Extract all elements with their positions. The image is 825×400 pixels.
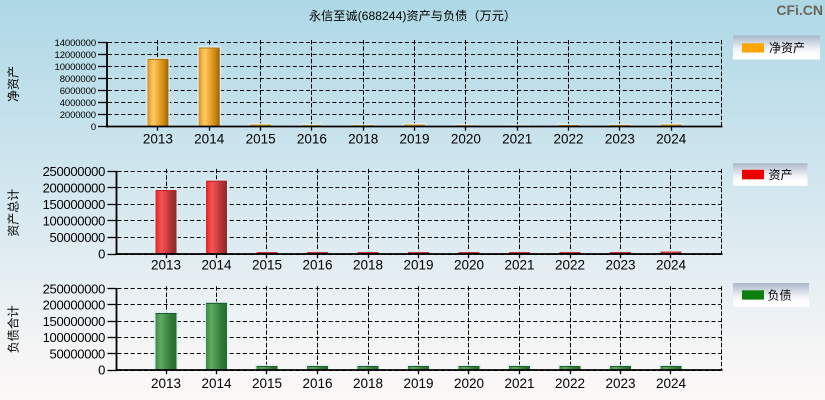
svg-text:资产: 资产 — [769, 168, 793, 182]
svg-text:0: 0 — [98, 247, 105, 262]
svg-text:2013: 2013 — [151, 257, 181, 272]
svg-text:2022: 2022 — [555, 376, 585, 391]
svg-text:2014: 2014 — [201, 376, 232, 391]
svg-text:2021: 2021 — [504, 257, 534, 272]
svg-text:14000000: 14000000 — [55, 38, 96, 49]
svg-text:100000000: 100000000 — [43, 214, 105, 229]
svg-text:2018: 2018 — [348, 132, 378, 147]
svg-text:100000000: 100000000 — [43, 330, 105, 345]
svg-text:2015: 2015 — [252, 376, 282, 391]
svg-text:2023: 2023 — [605, 376, 635, 391]
svg-text:2019: 2019 — [403, 257, 433, 272]
svg-text:6000000: 6000000 — [60, 86, 96, 97]
svg-text:2014: 2014 — [201, 257, 232, 272]
svg-text:CFi.CN: CFi.CN — [776, 2, 823, 18]
svg-text:负债: 负债 — [768, 288, 792, 302]
svg-text:2024: 2024 — [656, 257, 687, 272]
svg-text:2018: 2018 — [353, 257, 383, 272]
svg-text:2019: 2019 — [399, 132, 429, 147]
svg-text:2015: 2015 — [246, 132, 276, 147]
svg-text:2016: 2016 — [302, 376, 332, 391]
svg-text:200000000: 200000000 — [43, 298, 105, 313]
svg-text:2013: 2013 — [151, 376, 181, 391]
svg-text:50000000: 50000000 — [50, 346, 106, 361]
svg-text:2022: 2022 — [555, 257, 585, 272]
svg-text:净资产: 净资产 — [7, 66, 21, 102]
svg-text:0: 0 — [91, 122, 96, 133]
svg-text:0: 0 — [98, 363, 105, 378]
svg-text:2024: 2024 — [656, 376, 687, 391]
svg-text:2016: 2016 — [302, 257, 332, 272]
svg-text:2023: 2023 — [605, 257, 635, 272]
svg-text:2021: 2021 — [504, 376, 534, 391]
svg-text:资产总计: 资产总计 — [7, 189, 21, 237]
svg-text:2016: 2016 — [297, 132, 327, 147]
svg-text:2015: 2015 — [252, 257, 282, 272]
svg-text:2020: 2020 — [454, 376, 484, 391]
svg-text:2013: 2013 — [143, 132, 173, 147]
svg-text:净资产: 净资产 — [769, 41, 805, 55]
svg-text:12000000: 12000000 — [55, 50, 96, 61]
svg-text:2023: 2023 — [605, 132, 635, 147]
svg-text:2021: 2021 — [502, 132, 532, 147]
svg-text:250000000: 250000000 — [43, 164, 105, 179]
svg-text:10000000: 10000000 — [55, 62, 96, 73]
svg-text:2022: 2022 — [553, 132, 583, 147]
svg-text:250000000: 250000000 — [43, 281, 105, 296]
svg-text:150000000: 150000000 — [43, 197, 105, 212]
svg-text:负债合计: 负债合计 — [6, 305, 21, 353]
svg-text:永信至诚(688244)资产与负债（万元）: 永信至诚(688244)资产与负债（万元） — [309, 9, 516, 23]
svg-text:2014: 2014 — [194, 132, 225, 147]
svg-text:150000000: 150000000 — [43, 314, 105, 329]
svg-text:2018: 2018 — [353, 376, 383, 391]
svg-text:2020: 2020 — [454, 257, 484, 272]
svg-text:2024: 2024 — [656, 132, 687, 147]
svg-text:8000000: 8000000 — [60, 74, 96, 85]
svg-text:2020: 2020 — [451, 132, 481, 147]
svg-text:2019: 2019 — [403, 376, 433, 391]
svg-text:4000000: 4000000 — [60, 98, 96, 109]
svg-text:50000000: 50000000 — [50, 230, 106, 245]
svg-text:200000000: 200000000 — [43, 181, 105, 196]
svg-text:2000000: 2000000 — [60, 110, 96, 121]
